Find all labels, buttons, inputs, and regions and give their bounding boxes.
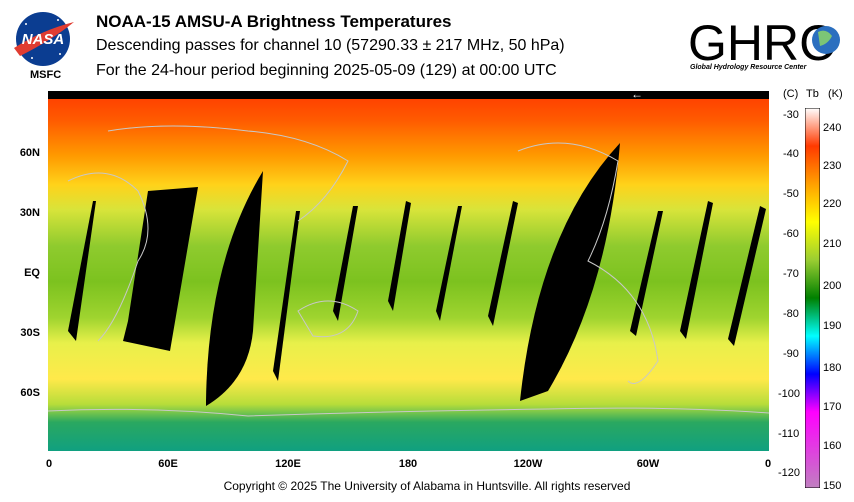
cb-c-tick: -90 — [783, 348, 799, 360]
cb-c-tick: -110 — [778, 428, 800, 440]
gap-11 — [680, 201, 713, 339]
lat-label-30n: 30N — [19, 207, 40, 219]
top-bar — [48, 91, 769, 99]
lat-label-eq: EQ — [24, 267, 40, 279]
coast-africa — [67, 172, 149, 342]
lon-label-120e: 120E — [275, 458, 301, 470]
cb-c-tick: -120 — [778, 467, 801, 479]
colorbar-unit-tb: Tb — [806, 88, 819, 100]
lat-label-60n: 60N — [19, 147, 40, 159]
gap-6 — [388, 201, 411, 311]
cb-k-tick: 200 — [823, 280, 842, 292]
cb-c-tick: -40 — [783, 148, 799, 160]
gap-8 — [488, 201, 518, 326]
brightness-temperature-map: ← — [48, 91, 769, 451]
gap-4 — [273, 211, 300, 381]
page-subtitle: Descending passes for channel 10 (57290.… — [96, 37, 565, 54]
cb-k-tick: 190 — [823, 320, 842, 332]
cb-c-tick: -60 — [783, 228, 799, 240]
cb-k-tick: 180 — [823, 362, 842, 374]
lat-label-60s: 60S — [20, 387, 40, 399]
cb-k-tick: 160 — [823, 440, 842, 452]
lon-label-0: 0 — [45, 458, 53, 470]
coast-australia — [297, 300, 359, 338]
ghrc-wordmark: GHRC — [688, 15, 835, 71]
nasa-wordmark: NASA — [22, 31, 65, 48]
cb-k-tick: 210 — [823, 238, 842, 250]
time-period: For the 24-hour period beginning 2025-05… — [96, 62, 557, 79]
cb-c-tick: -100 — [778, 388, 801, 400]
cb-k-tick: 240 — [823, 122, 842, 134]
msfc-label: MSFC — [30, 69, 62, 81]
coastlines — [48, 125, 769, 417]
lat-label-30s: 30S — [20, 327, 40, 339]
gap-9 — [520, 143, 620, 401]
cb-c-tick: -50 — [783, 188, 799, 200]
colorbar-fill — [805, 108, 820, 488]
lon-label-0-right: 0 — [764, 458, 772, 470]
coast-eurasia — [107, 125, 349, 222]
lon-label-60e: 60E — [158, 458, 178, 470]
cb-k-tick: 230 — [823, 160, 842, 172]
colorbar-unit-k: (K) — [828, 88, 843, 100]
coast-americas — [517, 142, 659, 384]
gap-5 — [333, 206, 358, 321]
cb-k-tick: 170 — [823, 401, 842, 413]
lon-label-60w: 60W — [636, 458, 660, 470]
cb-c-tick: -80 — [783, 308, 799, 320]
gap-3 — [206, 171, 263, 406]
coast-antarctica — [48, 407, 769, 417]
lon-label-180: 180 — [398, 458, 418, 470]
colorbar — [805, 108, 820, 488]
ghrc-logo: GHRC — [688, 15, 840, 71]
gap-2 — [123, 187, 198, 351]
cb-c-tick: -70 — [783, 268, 799, 280]
colorbar-unit-c: (C) — [783, 88, 799, 100]
gap-7 — [436, 206, 462, 321]
gap-1 — [68, 201, 96, 341]
nasa-logo: NASA — [14, 12, 74, 66]
cb-k-tick: 150 — [823, 480, 842, 492]
page-title: NOAA-15 AMSU-A Brightness Temperatures — [96, 12, 452, 31]
cb-c-tick: -30 — [783, 109, 799, 121]
cb-k-tick: 220 — [823, 198, 842, 210]
gap-12 — [728, 206, 766, 346]
top-arrow: ← — [631, 91, 643, 101]
copyright-notice: Copyright © 2025 The University of Alaba… — [223, 479, 631, 493]
lon-label-120w: 120W — [513, 458, 543, 470]
ghrc-subtitle: Global Hydrology Resource Center — [690, 64, 807, 71]
